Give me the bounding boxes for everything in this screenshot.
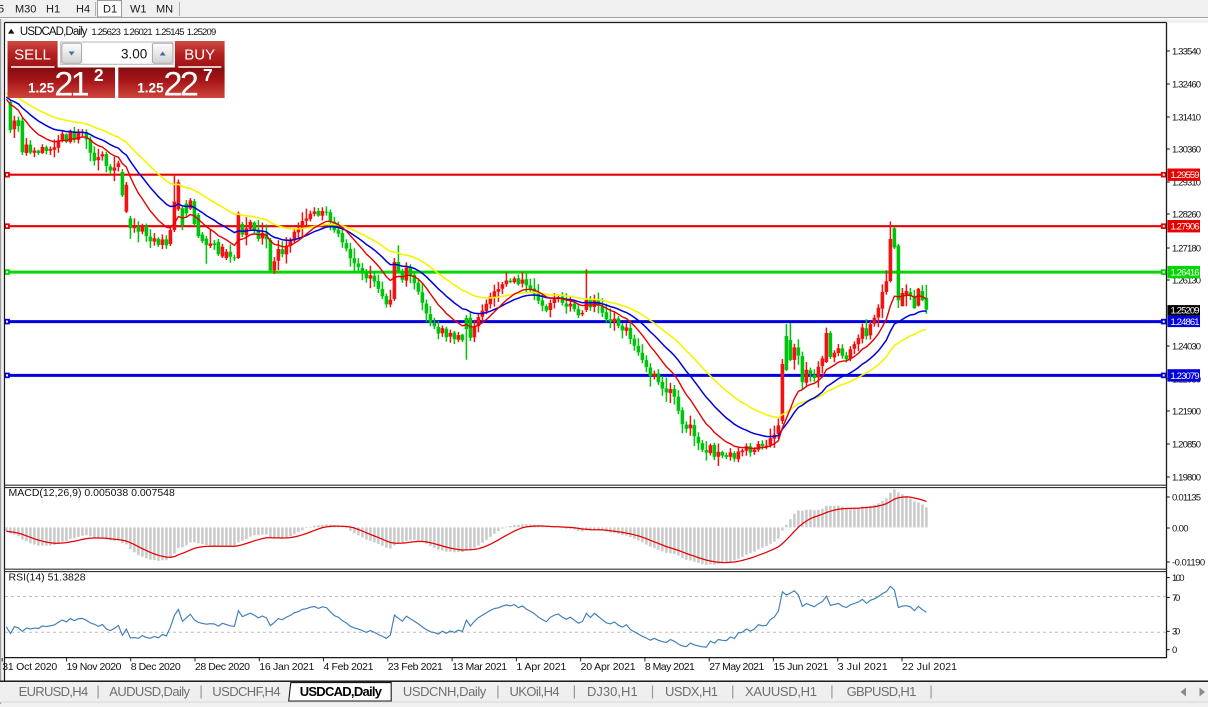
svg-text:1.25: 1.25 <box>28 81 55 96</box>
svg-text:SELL: SELL <box>14 47 51 64</box>
svg-text:21: 21 <box>54 66 89 104</box>
svg-text:22 Jul 2021: 22 Jul 2021 <box>902 661 957 673</box>
svg-text:1.32460: 1.32460 <box>1172 79 1201 90</box>
svg-text:31 Oct 2020: 31 Oct 2020 <box>2 661 57 673</box>
svg-text:30: 30 <box>1172 627 1180 638</box>
svg-text:DJ30,H1: DJ30,H1 <box>587 684 638 699</box>
svg-text:-0.01190: -0.01190 <box>1172 557 1205 568</box>
svg-text:27 May 2021: 27 May 2021 <box>709 661 764 673</box>
svg-text:22: 22 <box>163 66 199 104</box>
svg-text:28 Dec 2020: 28 Dec 2020 <box>195 661 250 673</box>
svg-text:8 Dec 2020: 8 Dec 2020 <box>131 661 181 673</box>
svg-text:1.21900: 1.21900 <box>1172 406 1201 417</box>
svg-text:20 Apr 2021: 20 Apr 2021 <box>581 661 636 673</box>
svg-text:USDCNH,Daily: USDCNH,Daily <box>403 684 487 699</box>
svg-text:100: 100 <box>1172 573 1185 584</box>
svg-text:13 Mar 2021: 13 Mar 2021 <box>452 661 507 673</box>
svg-text:1.25145: 1.25145 <box>155 27 185 38</box>
svg-text:H4: H4 <box>76 4 90 16</box>
svg-text:MN: MN <box>156 4 173 16</box>
svg-text:1.24861: 1.24861 <box>1171 317 1200 328</box>
svg-text:1.29559: 1.29559 <box>1171 170 1200 181</box>
svg-text:W1: W1 <box>130 4 147 16</box>
svg-text:EURUSD,H4: EURUSD,H4 <box>19 684 89 699</box>
svg-text:H1: H1 <box>46 4 60 16</box>
svg-text:1.27180: 1.27180 <box>1172 243 1201 254</box>
svg-text:2: 2 <box>94 65 104 85</box>
svg-text:M30: M30 <box>15 4 36 16</box>
svg-text:1.20850: 1.20850 <box>1172 439 1201 450</box>
svg-text:0: 0 <box>1172 645 1177 656</box>
svg-text:USDCHF,H4: USDCHF,H4 <box>212 684 280 699</box>
svg-text:4 Feb 2021: 4 Feb 2021 <box>324 661 374 673</box>
svg-text:19 Nov 2020: 19 Nov 2020 <box>67 661 122 673</box>
svg-text:1.33540: 1.33540 <box>1172 46 1201 57</box>
svg-text:1.25623: 1.25623 <box>91 27 121 38</box>
svg-text:RSI(14) 51.3828: RSI(14) 51.3828 <box>9 572 86 584</box>
svg-text:70: 70 <box>1172 593 1180 604</box>
svg-text:USDX,H1: USDX,H1 <box>665 684 718 699</box>
svg-text:XAUUSD,H1: XAUUSD,H1 <box>745 684 817 699</box>
svg-text:3 Jul 2021: 3 Jul 2021 <box>838 661 888 673</box>
svg-text:1.26021: 1.26021 <box>123 27 153 38</box>
svg-text:23 Feb 2021: 23 Feb 2021 <box>388 661 443 673</box>
svg-text:1.30360: 1.30360 <box>1172 144 1201 155</box>
svg-text:0.01135: 0.01135 <box>1172 492 1201 503</box>
svg-text:1 Apr 2021: 1 Apr 2021 <box>516 661 566 673</box>
svg-text:1.25209: 1.25209 <box>1171 306 1200 317</box>
svg-text:UKOil,H4: UKOil,H4 <box>510 684 560 699</box>
svg-text:AUDUSD,Daily: AUDUSD,Daily <box>109 684 190 699</box>
svg-text:1.29310: 1.29310 <box>1172 177 1201 188</box>
svg-text:USDCAD,Daily: USDCAD,Daily <box>300 684 383 699</box>
svg-text:7: 7 <box>203 65 213 85</box>
svg-text:15 Jun 2021: 15 Jun 2021 <box>773 661 828 673</box>
svg-text:1.25: 1.25 <box>137 81 164 96</box>
svg-text:MACD(12,26,9) 0.005038 0.00754: MACD(12,26,9) 0.005038 0.007548 <box>9 487 176 499</box>
svg-text:GBPUSD,H1: GBPUSD,H1 <box>847 684 917 699</box>
svg-text:USDCAD,Daily: USDCAD,Daily <box>20 26 88 38</box>
svg-text:1.24030: 1.24030 <box>1172 341 1201 352</box>
svg-text:1.28260: 1.28260 <box>1172 209 1201 220</box>
svg-text:1.23079: 1.23079 <box>1171 371 1200 382</box>
svg-text:3.00: 3.00 <box>121 46 147 61</box>
svg-text:1.31410: 1.31410 <box>1172 112 1201 123</box>
svg-text:1.26416: 1.26416 <box>1171 268 1200 279</box>
svg-text:0.00: 0.00 <box>1172 523 1189 534</box>
svg-text:16 Jan 2021: 16 Jan 2021 <box>259 661 314 673</box>
svg-text:1.27906: 1.27906 <box>1171 222 1200 233</box>
svg-text:1.25209: 1.25209 <box>187 27 217 38</box>
svg-text:8 May 2021: 8 May 2021 <box>645 661 695 673</box>
svg-text:5: 5 <box>0 4 4 16</box>
svg-text:1.26130: 1.26130 <box>1172 275 1201 286</box>
svg-text:BUY: BUY <box>184 47 215 64</box>
svg-text:1.19800: 1.19800 <box>1172 472 1201 483</box>
svg-text:D1: D1 <box>103 4 117 16</box>
